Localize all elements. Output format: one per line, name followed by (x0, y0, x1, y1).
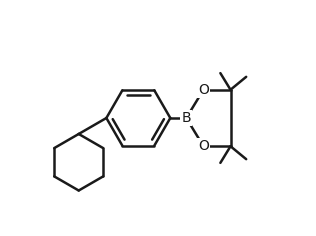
Text: B: B (181, 111, 191, 125)
Text: O: O (198, 139, 209, 153)
Text: O: O (198, 83, 209, 97)
